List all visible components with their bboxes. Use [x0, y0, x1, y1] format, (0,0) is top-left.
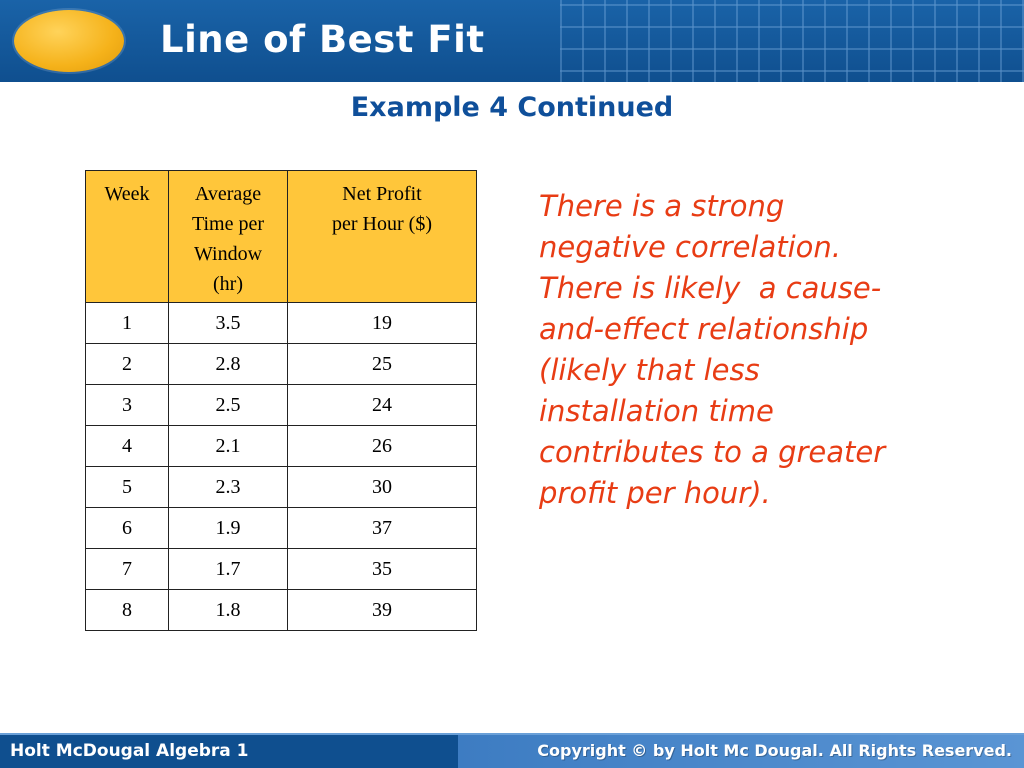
footer-copyright-panel: Copyright © by Holt Mc Dougal. All Right… [458, 735, 1024, 768]
footer-stripe [0, 733, 1024, 735]
profit-cell: 25 [287, 343, 477, 385]
week-cell: 4 [85, 425, 169, 467]
footer-course-label: Holt McDougal Algebra 1 [10, 741, 249, 761]
header-net-profit: Net Profit per Hour ($) [287, 170, 477, 303]
time-cell: 1.7 [168, 548, 288, 590]
statement-line: and-effect relationship [539, 312, 869, 346]
week-cell: 2 [85, 343, 169, 385]
time-cell: 3.5 [168, 302, 288, 344]
header-time-line: Time per [191, 213, 265, 235]
statement-line: There is likely a cause- [539, 271, 882, 305]
header-week-line: Week [104, 183, 150, 205]
week-cell: 7 [85, 548, 169, 590]
table-row: 5 2.3 30 [85, 466, 477, 508]
table-row: 2 2.8 25 [85, 343, 477, 385]
statement-line: profit per hour). [539, 476, 771, 510]
week-cell: 1 [85, 302, 169, 344]
header-profit-line: per Hour ($) [332, 213, 432, 235]
profit-cell: 26 [287, 425, 477, 467]
week-cell: 6 [85, 507, 169, 549]
statement-line: negative correlation. [539, 230, 842, 264]
time-cell: 2.8 [168, 343, 288, 385]
table-row: 6 1.9 37 [85, 507, 477, 549]
week-cell: 5 [85, 466, 169, 508]
time-cell: 1.9 [168, 507, 288, 549]
slide-title: Line of Best Fit [160, 18, 485, 61]
header-time-line: (hr) [213, 273, 243, 295]
table-row: 8 1.8 39 [85, 589, 477, 631]
table-row: 4 2.1 26 [85, 425, 477, 467]
footer-bar: Holt McDougal Algebra 1 Copyright © by H… [0, 733, 1024, 768]
table-row: 7 1.7 35 [85, 548, 477, 590]
profit-cell: 24 [287, 384, 477, 426]
header-profit-line: Net Profit [342, 183, 422, 205]
correlation-statement: There is a strong negative correlation. … [539, 186, 989, 514]
header-week: Week [85, 170, 169, 303]
data-table: Week Average Time per Window (hr) Net Pr… [85, 170, 477, 631]
profit-cell: 35 [287, 548, 477, 590]
profit-cell: 39 [287, 589, 477, 631]
statement-line: There is a strong [539, 189, 785, 223]
week-cell: 8 [85, 589, 169, 631]
header-time-line: Average [194, 183, 262, 205]
footer-copyright: Copyright © by Holt Mc Dougal. All Right… [537, 741, 1012, 760]
statement-line: contributes to a greater [539, 435, 886, 469]
profit-cell: 37 [287, 507, 477, 549]
time-cell: 1.8 [168, 589, 288, 631]
table-row: 3 2.5 24 [85, 384, 477, 426]
slide-subtitle: Example 4 Continued [350, 92, 674, 123]
time-cell: 2.3 [168, 466, 288, 508]
profit-cell: 30 [287, 466, 477, 508]
profit-cell: 19 [287, 302, 477, 344]
statement-line: installation time [539, 394, 774, 428]
time-cell: 2.5 [168, 384, 288, 426]
statement-line: (likely that less [539, 353, 760, 387]
banner-oval-logo [14, 10, 124, 72]
table-row: 1 3.5 19 [85, 302, 477, 344]
week-cell: 3 [85, 384, 169, 426]
time-cell: 2.1 [168, 425, 288, 467]
header-average-time: Average Time per Window (hr) [168, 170, 288, 303]
title-banner: Line of Best Fit [0, 0, 1024, 82]
banner-grid-pattern [560, 0, 1024, 82]
table-header-row: Week Average Time per Window (hr) Net Pr… [85, 170, 477, 303]
header-time-line: Window [193, 243, 263, 265]
